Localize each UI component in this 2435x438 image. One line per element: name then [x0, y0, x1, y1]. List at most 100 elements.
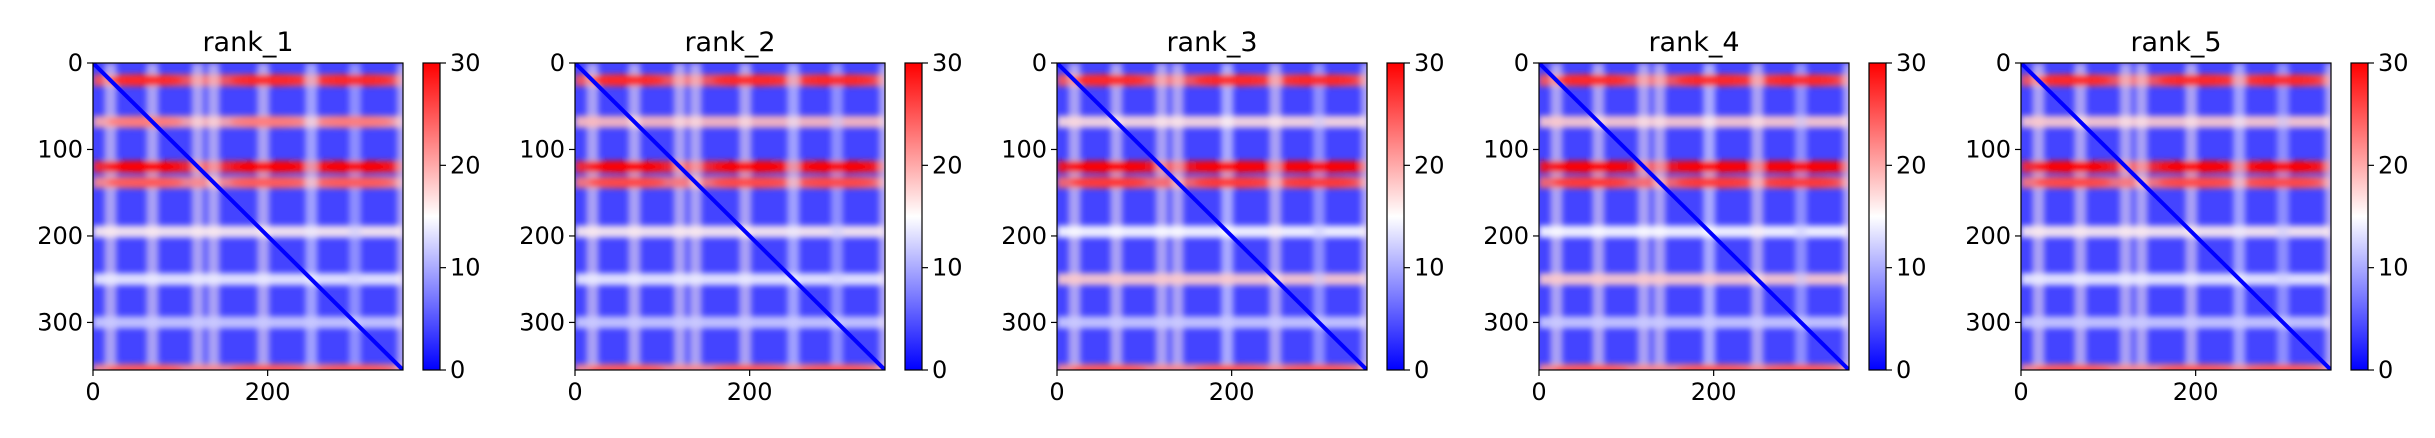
y-tick-label: 200 — [1483, 222, 1529, 250]
heatmap-col-band — [1312, 63, 1325, 370]
heatmap-plot — [2021, 63, 2331, 370]
x-tick-label: 200 — [245, 378, 291, 406]
y-tick-label: 100 — [1483, 135, 1529, 163]
heatmap-hotspot — [798, 364, 875, 370]
heatmap-col-band — [586, 63, 599, 370]
heatmap-col-band — [2276, 63, 2289, 370]
heatmap-hotspot — [2035, 160, 2112, 173]
heatmap-col-band — [879, 63, 885, 370]
heatmap-plot — [575, 63, 885, 370]
y-tick-label: 0 — [1032, 49, 1047, 77]
heatmap-col-band — [1843, 63, 1849, 370]
colorbar-tick-label: 0 — [2378, 356, 2393, 384]
heatmap-col-band — [628, 63, 641, 370]
heatmap-hotspot — [316, 176, 393, 189]
heatmap-hotspot — [1280, 364, 1357, 370]
heatmap-col-band — [1269, 63, 1282, 370]
heatmap-col-band — [673, 63, 686, 370]
heatmap-hotspot — [2157, 160, 2234, 173]
heatmap-hotspot — [2157, 176, 2234, 189]
axes-frame — [2020, 62, 2332, 371]
colorbar-tick-label: 10 — [1414, 254, 1445, 282]
heatmap-col-band — [257, 63, 270, 370]
heatmap-hotspot — [711, 364, 788, 370]
heatmap-col-band — [1068, 63, 1081, 370]
y-tick-label: 300 — [1483, 308, 1529, 336]
x-tick-label: 0 — [85, 378, 100, 406]
heatmap-col-band — [2119, 63, 2132, 370]
heatmap-hotspot — [798, 160, 875, 173]
heatmap-col-band — [1155, 63, 1168, 370]
y-tick-label: 300 — [1001, 308, 1047, 336]
heatmap-hotspot — [1193, 176, 1270, 189]
heatmap-plot — [1539, 63, 1849, 370]
heatmap-plot — [1057, 63, 1367, 370]
y-tick-label: 300 — [37, 308, 83, 336]
colorbar — [1386, 62, 1405, 371]
heatmap-col-band — [1653, 63, 1666, 370]
chart-title: rank_4 — [1648, 27, 1739, 58]
heatmap-col-band — [397, 63, 403, 370]
heatmap-hotspot — [107, 364, 184, 370]
heatmap-row-band — [93, 316, 403, 329]
heatmap-row-band — [575, 316, 885, 329]
heatmap-row-band — [2021, 115, 2331, 128]
colorbar-tick-label: 20 — [2378, 151, 2409, 179]
heatmap-hotspot — [589, 364, 666, 370]
colorbar-tick-label: 0 — [1414, 356, 1429, 384]
y-tick-label: 0 — [1514, 49, 1529, 77]
heatmap-col-band — [1637, 63, 1650, 370]
y-tick-label: 0 — [68, 49, 83, 77]
x-tick-label: 200 — [2173, 378, 2219, 406]
heatmap-row-band — [1057, 316, 1367, 329]
heatmap-col-band — [1110, 63, 1123, 370]
heatmap-hotspot — [589, 160, 666, 173]
heatmap-hotspot — [1193, 364, 1270, 370]
heatmap-col-band — [1703, 63, 1716, 370]
heatmap-row-band — [1539, 273, 1849, 286]
heatmap-diagonal — [575, 63, 885, 370]
heatmap-hotspot — [1553, 176, 1630, 189]
x-tick-label: 200 — [1209, 378, 1255, 406]
colorbar-tick-label: 20 — [1896, 151, 1927, 179]
heatmap-col-band — [2185, 63, 2198, 370]
heatmap-hotspot — [2035, 74, 2112, 87]
heatmap-col-band — [104, 63, 117, 370]
heatmap-panel: rank_1 0 200 0 100 200 300 0 10 20 30 — [37, 27, 480, 406]
heatmap-row-band — [1057, 225, 1367, 238]
heatmap-col-band — [1221, 63, 1234, 370]
y-tick-label: 300 — [519, 308, 565, 336]
colorbar-tick-label: 10 — [932, 254, 963, 282]
heatmap-row-band — [93, 273, 403, 286]
heatmap-diagonal — [1057, 63, 1367, 370]
heatmap-hotspot — [1553, 160, 1630, 173]
y-tick-label: 200 — [37, 222, 83, 250]
heatmap-hotspot — [589, 74, 666, 87]
colorbar-tick-label: 30 — [932, 49, 963, 77]
heatmap-hotspot — [1071, 364, 1148, 370]
heatmap-col-band — [2032, 63, 2045, 370]
heatmap-row-band — [93, 225, 403, 238]
heatmap-hotspot — [2035, 176, 2112, 189]
y-tick-label: 100 — [1001, 135, 1047, 163]
colorbar-tick-label: 0 — [932, 356, 947, 384]
heatmap-row-band — [1539, 225, 1849, 238]
heatmap-panel: rank_3 0 200 0 100 200 300 0 10 20 30 — [1001, 27, 1444, 406]
heatmap-col-band — [2325, 63, 2331, 370]
heatmap-col-band — [1361, 63, 1367, 370]
heatmap-hotspot — [1280, 74, 1357, 87]
heatmap-col-band — [207, 63, 220, 370]
colorbar-tick-label: 30 — [1414, 49, 1445, 77]
y-tick-label: 300 — [1965, 308, 2011, 336]
chart-title: rank_1 — [202, 27, 293, 58]
heatmap-hotspot — [711, 176, 788, 189]
colorbar — [422, 62, 441, 371]
colorbar-tick-label: 10 — [2378, 254, 2409, 282]
colorbar-tick-label: 30 — [450, 49, 481, 77]
heatmap-col-band — [2233, 63, 2246, 370]
heatmap-hotspot — [2157, 364, 2234, 370]
heatmap-hotspot — [1762, 160, 1839, 173]
y-tick-label: 200 — [1965, 222, 2011, 250]
heatmap-hotspot — [711, 160, 788, 173]
